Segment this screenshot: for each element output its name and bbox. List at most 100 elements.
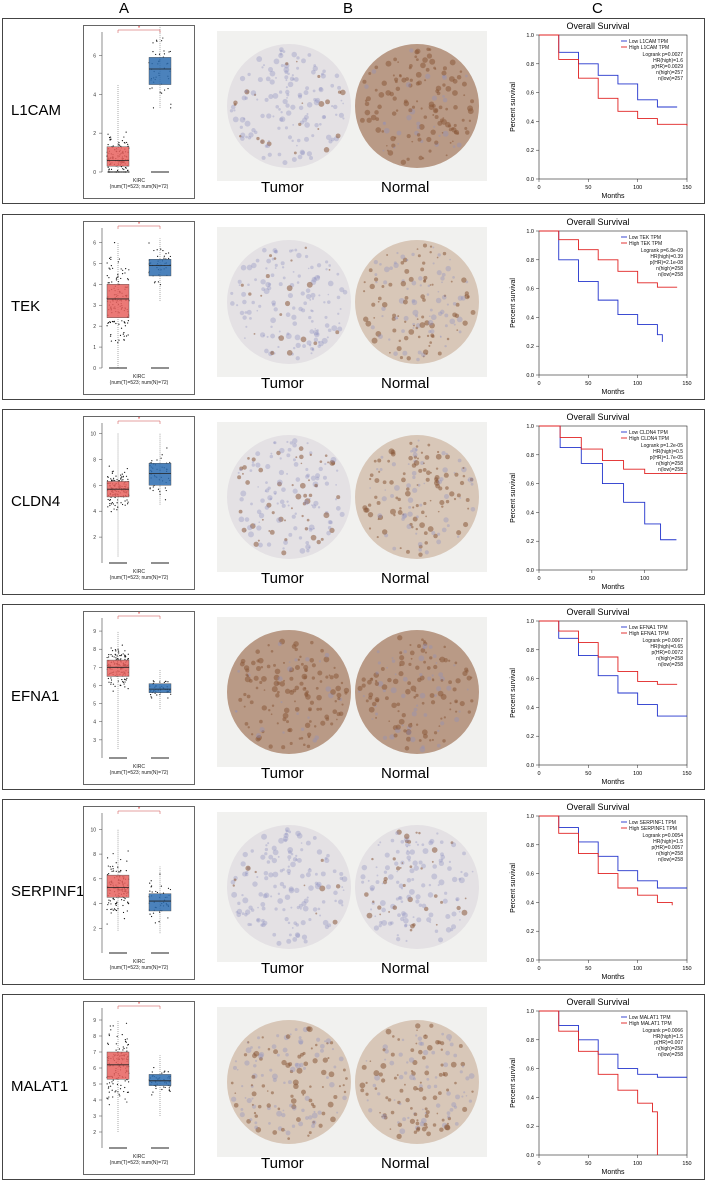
ihc-texture-dot [453, 130, 458, 135]
ihc-texture-dot [328, 264, 331, 267]
boxplot-point [110, 265, 112, 267]
ihc-texture-dot [279, 881, 285, 887]
ihc-texture-dot [410, 1106, 413, 1110]
ihc-texture-dot [337, 85, 342, 90]
ihc-texture-dot [285, 333, 292, 340]
ihc-texture-dot [436, 270, 442, 276]
ihc-texture-dot [266, 664, 271, 669]
boxplot-point [107, 282, 109, 284]
ihc-texture-dot [259, 1056, 263, 1061]
ihc-texture-dot [375, 716, 378, 719]
km-frame [538, 1010, 688, 1156]
ihc-texture-dot [318, 466, 323, 472]
ihc-texture-dot [285, 312, 291, 318]
ihc-texture-dot [423, 275, 428, 280]
ihc-texture-dot [266, 335, 269, 338]
ihc-texture-dot [330, 1116, 336, 1123]
ihc-texture-dot [305, 288, 311, 293]
boxplot-y-tick-label: 2 [93, 535, 96, 541]
ihc-texture-dot [361, 1064, 367, 1070]
ihc-texture-dot [289, 441, 294, 445]
ihc-texture-dot [445, 454, 450, 460]
boxplot-point [153, 282, 156, 284]
ihc-texture-dot [298, 105, 304, 111]
boxplot-point [108, 1034, 110, 1037]
boxplot-y-tick-label: 7 [93, 1050, 96, 1056]
ihc-texture-dot [436, 686, 442, 692]
boxplot-point [115, 322, 117, 325]
ihc-texture-dot [265, 281, 271, 288]
boxplot-point [157, 281, 160, 283]
boxplot-point [115, 279, 118, 281]
survival-plot: Overall Survival 0.0 0.2 0.4 0.6 0.8 1.0 0 50 100… [503, 21, 693, 206]
boxplot-point [116, 655, 118, 657]
ihc-texture-dot [441, 131, 444, 134]
ihc-texture-dot [406, 845, 409, 848]
boxplot-point [107, 1087, 110, 1089]
ihc-texture-dot [380, 667, 385, 671]
ihc-texture-dot [275, 76, 277, 79]
km-xlabel: Months [602, 779, 625, 786]
ihc-texture-dot [276, 1034, 280, 1038]
ihc-core-normal [355, 435, 479, 559]
ihc-texture-dot [444, 324, 448, 328]
ihc-texture-dot [431, 847, 438, 853]
boxplot-point [121, 140, 124, 142]
km-x-tick-label: 150 [682, 1161, 691, 1167]
boxplot-point [127, 503, 129, 505]
ihc-texture-dot [365, 320, 372, 327]
km-line-high [539, 815, 673, 906]
ihc-texture-dot [312, 1120, 316, 1124]
km-y-tick-label: 0.4 [526, 315, 534, 321]
boxplot-point [124, 654, 126, 657]
ihc-texture-dot [452, 145, 456, 148]
ihc-texture-dot [304, 114, 309, 120]
ihc-texture-dot [287, 293, 294, 299]
ihc-texture-dot [462, 474, 466, 478]
ihc-texture-dot [287, 855, 292, 860]
ihc-texture-dot [368, 692, 374, 698]
km-svg: 0.00.20.40.60.81.00 50 100 150MonthsPercent… [510, 619, 692, 786]
ihc-texture-dot [300, 727, 305, 731]
ihc-texture-dot [470, 309, 476, 315]
ihc-texture-dot [305, 467, 309, 471]
ihc-texture-dot [234, 710, 238, 713]
ihc-texture-dot [277, 481, 282, 487]
ihc-texture-dot [314, 881, 319, 885]
ihc-texture-dot [330, 83, 335, 88]
ihc-texture-dot [305, 86, 310, 91]
ihc-texture-dot [244, 96, 248, 100]
ihc-texture-dot [276, 1110, 283, 1117]
normal-label: Normal [381, 960, 430, 977]
ihc-texture-dot [250, 849, 254, 853]
ihc-texture-dot [239, 1112, 245, 1118]
ihc-texture-dot [449, 318, 456, 325]
ihc-texture-dot [310, 1102, 315, 1106]
ihc-texture-dot [396, 870, 399, 873]
ihc-texture-dot [303, 898, 309, 904]
ihc-texture-dot [311, 1120, 317, 1125]
ihc-texture-dot [281, 487, 286, 492]
ihc-texture-dot [342, 1095, 347, 1101]
ihc-texture-dot [304, 122, 310, 128]
tumor-label: Tumor [261, 765, 304, 782]
boxplot-point [115, 904, 117, 906]
ihc-texture-dot [266, 502, 272, 508]
boxplot-point [157, 488, 160, 490]
ihc-texture-dot [428, 344, 431, 347]
boxplot-point [106, 275, 108, 277]
ihc-texture-dot [292, 321, 298, 326]
ihc-texture-dot [452, 276, 455, 279]
ihc-texture-dot [405, 688, 411, 695]
boxplot-point [126, 141, 128, 144]
boxplot-point [124, 167, 127, 169]
ihc-texture-dot [440, 309, 445, 315]
ihc-texture-dot [434, 474, 440, 481]
ihc-texture-dot [313, 725, 317, 728]
normal-label: Normal [381, 375, 430, 392]
ihc-texture-dot [399, 655, 405, 661]
ihc-texture-dot [439, 477, 444, 482]
ihc-texture-dot [393, 1076, 397, 1080]
boxplot-point [121, 503, 124, 506]
ihc-texture-dot [387, 677, 392, 683]
